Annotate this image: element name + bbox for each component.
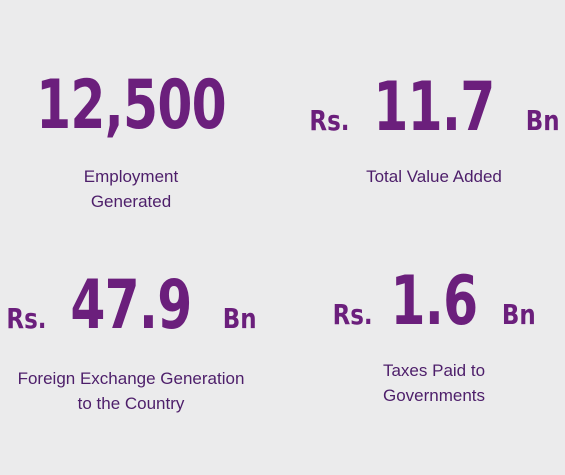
unit-suffix: Bn bbox=[222, 302, 257, 335]
caption-line: Taxes Paid to bbox=[382, 361, 486, 380]
currency-prefix: Rs. bbox=[6, 302, 47, 335]
stat-figure: 12,500 bbox=[3, 72, 259, 140]
stat-value: 12,500 bbox=[36, 66, 226, 145]
caption-line: to the Country bbox=[77, 394, 185, 413]
stat-figure: Rs. 1.6 Bn bbox=[328, 268, 540, 336]
stat-value: 1.6 bbox=[390, 262, 478, 341]
caption-line: Generated bbox=[90, 192, 172, 211]
stat-total-value-added: Rs. 11.7 Bn Total Value Added bbox=[303, 70, 565, 220]
currency-prefix: Rs. bbox=[309, 104, 350, 137]
stat-caption: Employment Generated bbox=[0, 164, 262, 214]
caption-line: Foreign Exchange Generation bbox=[17, 369, 245, 388]
stat-employment: 12,500 Employment Generated bbox=[0, 70, 262, 220]
stat-value: 11.7 bbox=[373, 68, 495, 147]
unit-suffix: Bn bbox=[502, 298, 537, 331]
currency-prefix: Rs. bbox=[332, 298, 373, 331]
stat-caption: Foreign Exchange Generation to the Count… bbox=[0, 366, 262, 416]
stat-foreign-exchange: Rs. 47.9 Bn Foreign Exchange Generation … bbox=[0, 270, 262, 420]
caption-line: Governments bbox=[382, 386, 486, 405]
unit-suffix: Bn bbox=[525, 104, 560, 137]
stat-figure: Rs. 11.7 Bn bbox=[305, 74, 563, 142]
stat-caption: Total Value Added bbox=[303, 164, 565, 189]
caption-line: Total Value Added bbox=[366, 167, 502, 186]
stat-caption: Taxes Paid to Governments bbox=[303, 358, 565, 408]
caption-line: Employment bbox=[83, 167, 179, 186]
stat-taxes-paid: Rs. 1.6 Bn Taxes Paid to Governments bbox=[303, 266, 565, 416]
stat-value: 47.9 bbox=[70, 266, 192, 345]
stat-figure: Rs. 47.9 Bn bbox=[2, 272, 260, 340]
